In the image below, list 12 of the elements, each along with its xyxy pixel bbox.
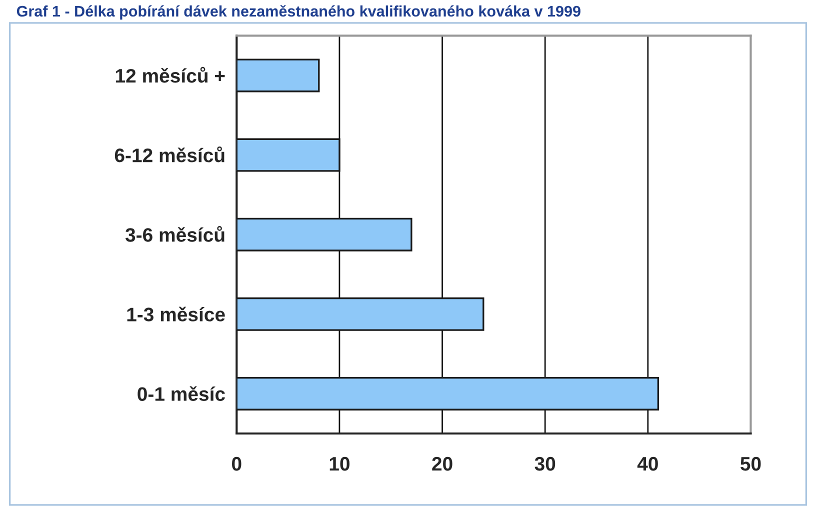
x-tick-label: 40 [637,456,658,471]
y-tick-label: 6-12 měsíců [114,146,224,162]
y-tick-label: 0-1 měsíc [138,386,225,401]
x-tick-label: 20 [432,456,452,471]
y-tick-label: 1-3 měsíce [127,306,225,322]
x-tick-label: 50 [740,456,761,471]
y-tick-label: 3-6 měsíců [125,226,224,242]
y-tick-label: 12 měsíců + [116,66,225,83]
x-tick-label: 0 [232,456,242,471]
x-tick-label: 10 [330,456,350,471]
chart-title: Graf 1 - Délka pobírání dávek nezaměstnaného kvalifikovaného kováka v 1999 [16,5,580,20]
x-tick-label: 30 [534,456,556,471]
